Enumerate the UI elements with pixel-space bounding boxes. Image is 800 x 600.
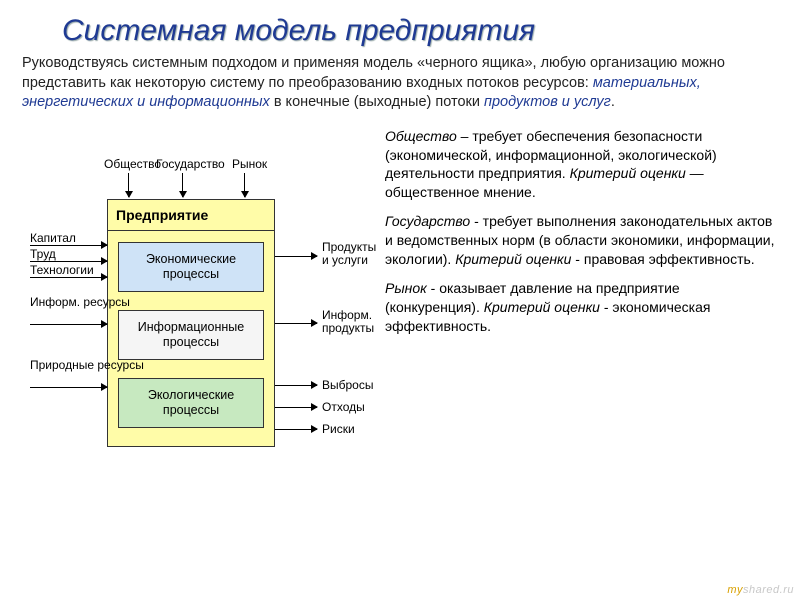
right-arrow-emissions: [275, 385, 317, 386]
top-arrow-market: [244, 173, 245, 197]
right-arrow-waste: [275, 407, 317, 408]
process-information: Информационные процессы: [118, 310, 264, 360]
left-arrow-inforesources: [30, 324, 107, 325]
definition-state: Государство - требует выполнения законод…: [385, 212, 778, 269]
term-state: Государство: [385, 213, 470, 229]
enterprise-diagram: Общество Государство Рынок Предприятие Э…: [22, 133, 367, 483]
watermark-my: my: [727, 584, 743, 596]
right-arrow-risks: [275, 429, 317, 430]
process-ecological: Экологические процессы: [118, 378, 264, 428]
right-arrow-products: [275, 256, 317, 257]
top-input-state: Государство: [156, 157, 225, 171]
intro-mid: в конечные (выходные) потоки: [270, 94, 484, 110]
left-input-natresources: Природные ресурсы: [30, 359, 144, 372]
term-market: Рынок: [385, 280, 427, 296]
left-arrow-capital: [30, 245, 107, 246]
top-input-society: Общество: [104, 157, 161, 171]
crit-label-market: Критерий оценки: [484, 299, 600, 315]
right-output-waste: Отходы: [322, 400, 365, 414]
intro-tail: .: [611, 94, 615, 110]
crit-val-society: общественное мнение.: [385, 184, 536, 200]
right-output-products: Продукты и услуги: [322, 241, 382, 267]
top-arrow-society: [128, 173, 129, 197]
sep-society: –: [457, 128, 473, 144]
intro-flows-out: продуктов и услуг: [484, 94, 611, 110]
left-input-technology: Технологии: [30, 263, 94, 277]
crit-val-state: правовая эффективность.: [584, 251, 755, 267]
sep-state: -: [470, 213, 482, 229]
left-arrow-labor: [30, 261, 107, 262]
page-title: Системная модель предприятия: [62, 14, 778, 48]
left-arrow-technology: [30, 277, 107, 278]
crit-sep-market: -: [600, 299, 612, 315]
watermark-rest: shared.ru: [743, 584, 794, 596]
right-output-risks: Риски: [322, 422, 355, 436]
left-input-inforesources: Информ. ресурсы: [30, 296, 130, 309]
left-arrow-natresources: [30, 387, 107, 388]
crit-sep-society: —: [686, 165, 704, 181]
term-society: Общество: [385, 128, 457, 144]
definition-society: Общество – требует обеспечения безопасно…: [385, 127, 778, 203]
crit-label-society: Критерий оценки: [570, 165, 686, 181]
right-arrow-infoproducts: [275, 323, 317, 324]
crit-label-state: Критерий оценки: [455, 251, 571, 267]
enterprise-title: Предприятие: [108, 200, 274, 231]
top-arrow-state: [182, 173, 183, 197]
sep-market: -: [427, 280, 439, 296]
diagram-container: Общество Государство Рынок Предприятие Э…: [22, 127, 367, 483]
watermark: myshared.ru: [727, 584, 794, 596]
crit-sep-state: -: [571, 251, 583, 267]
definition-market: Рынок - оказывает давление на предприяти…: [385, 279, 778, 336]
right-output-emissions: Выбросы: [322, 378, 373, 392]
enterprise-box: Предприятие Экономические процессы Инфор…: [107, 199, 275, 447]
intro-paragraph: Руководствуясь системным подходом и прим…: [22, 54, 778, 113]
process-economic: Экономические процессы: [118, 242, 264, 292]
definitions-column: Общество – требует обеспечения безопасно…: [385, 127, 778, 483]
left-input-capital: Капитал: [30, 231, 76, 245]
right-output-infoproducts: Информ. продукты: [322, 309, 382, 335]
top-input-market: Рынок: [232, 157, 267, 171]
left-input-labor: Труд: [30, 247, 56, 261]
